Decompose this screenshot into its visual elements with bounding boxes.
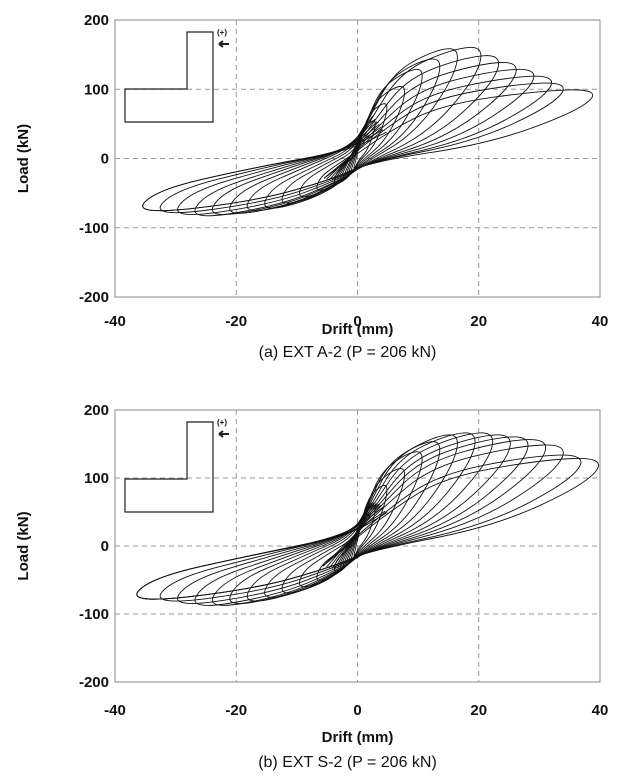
hysteresis-loop (194, 434, 511, 606)
y-tick-label: 100 (84, 470, 109, 487)
x-axis-title: Drift (mm) (322, 321, 394, 338)
y-axis-title: Load (kN) (15, 124, 32, 193)
y-tick-label: -200 (79, 674, 109, 691)
x-tick-label: 20 (470, 313, 487, 330)
hysteresis-loop (246, 434, 458, 602)
y-tick-label: -200 (79, 289, 109, 306)
x-tick-label: 40 (592, 313, 609, 330)
y-tick-label: -100 (79, 220, 109, 237)
hysteresis-loop (264, 441, 441, 598)
hysteresis-loop (136, 458, 599, 600)
specimen-inset (124, 31, 214, 123)
hysteresis-loop (159, 439, 547, 602)
hysteresis-loop (281, 451, 423, 594)
y-axis-title: Load (kN) (15, 511, 32, 580)
hysteresis-loop (142, 89, 594, 212)
hysteresis-loop (194, 62, 517, 217)
hysteresis-loop (177, 436, 529, 604)
x-tick-label: 0 (353, 702, 361, 719)
hysteresis-loop (246, 48, 458, 212)
chart-caption: (b) EXT S-2 (P = 206 kN) (258, 754, 437, 771)
x-tick-label: -40 (104, 313, 126, 330)
hysteresis-loop (211, 55, 500, 215)
hysteresis-loop (316, 484, 388, 581)
y-tick-label: 200 (84, 12, 109, 29)
chart-caption: (a) EXT A-2 (P = 206 kN) (259, 344, 437, 361)
specimen-inset (124, 421, 214, 513)
x-tick-label: 20 (470, 702, 487, 719)
inset-label: (+) (217, 28, 227, 37)
hysteresis-loop (229, 432, 476, 604)
hysteresis-loop (281, 68, 423, 204)
hysteresis-loop (229, 46, 482, 214)
y-tick-label: 200 (84, 402, 109, 419)
hysteresis-loop (211, 432, 494, 606)
chart-panel-b: (+) 200 100 0 -100 -200 -40 -20 0 20 40 Drift (m… (0, 385, 624, 780)
inset-label: (+) (217, 418, 227, 427)
y-tick-label: 0 (101, 538, 109, 555)
y-tick-label: -100 (79, 606, 109, 623)
hysteresis-loop (264, 58, 441, 209)
hysteresis-loop (159, 75, 552, 214)
hysteresis-loop (177, 68, 535, 215)
load-direction-arrow-icon (218, 40, 229, 48)
y-tick-label: 0 (101, 151, 109, 168)
x-tick-label: 0 (353, 313, 361, 330)
y-tick-label: 100 (84, 81, 109, 98)
x-tick-label: -20 (225, 702, 247, 719)
hysteresis-loop (136, 444, 564, 600)
x-tick-label: -20 (225, 313, 247, 330)
x-axis-title: Drift (mm) (322, 729, 394, 746)
chart-panel-a: (+) 200 100 0 -100 -200 -40 -20 0 20 40 Drift (m… (15, 12, 609, 361)
x-tick-label: 40 (592, 702, 609, 719)
load-direction-arrow-icon (218, 430, 229, 438)
x-tick-label: -40 (104, 702, 126, 719)
